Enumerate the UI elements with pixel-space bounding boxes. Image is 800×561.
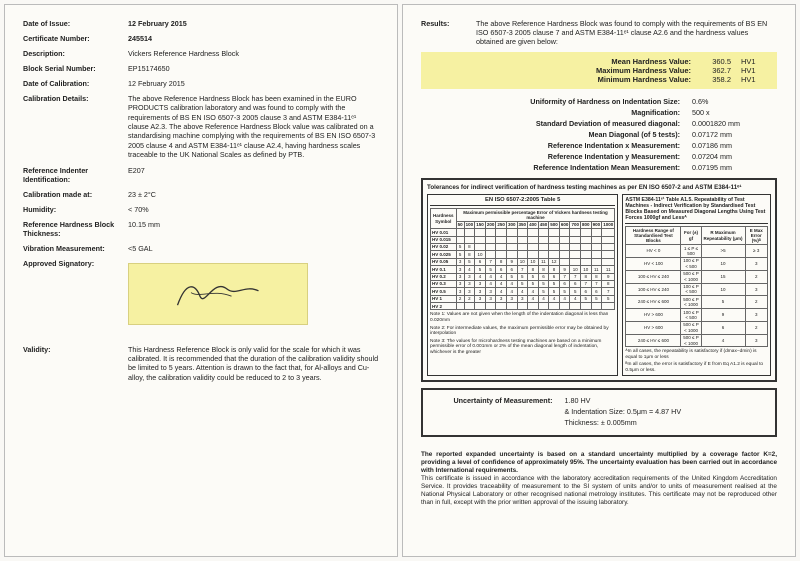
uom-label: Uncertainty of Measurement: [431,396,565,405]
humidity-label: Humidity: [23,205,128,214]
max-hv-label: Maximum Hardness Value: [429,66,691,75]
note-a: ᴬIn all cases, the repeatability is sati… [625,349,768,360]
cert-num-value: 245514 [128,34,379,43]
results-intro: The above Reference Hardness Block was f… [476,19,777,46]
indenter-value: E207 [128,166,379,175]
rm-label: Reference Indentation Mean Measurement: [421,163,692,172]
uniformity-value: 0.6% [692,97,777,106]
uniformity-label: Uniformity of Hardness on Indentation Si… [421,97,692,106]
cal-date-label: Date of Calibration: [23,79,128,88]
mean-hv-unit: HV1 [741,57,769,66]
footer-body: This certificate is issued in accordance… [421,475,777,506]
ry-value: 0.07204 mm [692,152,777,161]
footer-text: The reported expanded uncertainty is bas… [421,451,777,507]
note-3: Note 3: The values for microhardness tes… [430,339,615,356]
hardness-highlight-box: Mean Hardness Value: 360.5 HV1 Maximum Har… [421,52,777,89]
tolerance-title: Tolerances for indirect verification of … [427,184,771,191]
sd-label: Standard Deviation of measured diagonal: [421,119,692,128]
md-label: Mean Diagonal (of 5 tests): [421,130,692,139]
rx-value: 0.07186 mm [692,141,777,150]
validity-label: Validity: [23,345,128,354]
footer-bold: The reported expanded uncertainty is bas… [421,451,777,474]
thickness-value: 10.15 mm [128,220,379,229]
rx-label: Reference Indentation x Measurement: [421,141,692,150]
tolerance-box: Tolerances for indirect verification of … [421,178,777,382]
thickness-label: Reference Hardness Block Thickness: [23,220,128,238]
astm-table: Hardness Range of Standardised Test Bloc… [625,226,768,347]
indenter-label: Reference Indenter Identification: [23,166,128,184]
tolerance-right-head: ASTM E384-11ᵉ¹ Table A1.5. Repeatability… [625,197,768,224]
vib-label: Vibration Measurement: [23,244,128,253]
vib-value: <5 GAL [128,244,379,253]
date-issue-label: Date of Issue: [23,19,128,28]
tolerance-right-table: ASTM E384-11ᵉ¹ Table A1.5. Repeatability… [622,194,771,376]
min-hv-value: 358.2 [701,75,731,84]
tolerance-left-table: EN ISO 6507-2:2005 Table 5 Hardness Symb… [427,194,618,376]
uncertainty-box: Uncertainty of Measurement:1.80 HV & Ind… [421,388,777,437]
mean-hv-value: 360.5 [701,57,731,66]
certificate-page-left: Date of Issue:12 February 2015 Certifica… [4,4,398,557]
mag-value: 500 x [692,108,777,117]
certificate-page-right: Results:The above Reference Hardness Blo… [402,4,796,557]
serial-label: Block Serial Number: [23,64,128,73]
cal-at-value: 23 ± 2°C [128,190,379,199]
tolerance-left-head: EN ISO 6507-2:2005 Table 5 [430,197,615,206]
note-1: Note 1: Values are not given when the le… [430,312,615,323]
note-b: ᴮIn all cases, the error is satisfactory… [625,362,768,373]
validity-value: This Hardness Reference Block is only va… [128,345,379,382]
min-hv-label: Minimum Hardness Value: [429,75,691,84]
cal-at-label: Calibration made at: [23,190,128,199]
signature-area [128,263,308,325]
results-label: Results: [421,19,476,28]
ry-label: Reference Indentation y Measurement: [421,152,692,161]
description-value: Vickers Reference Hardness Block [128,49,379,58]
mag-label: Magnification: [421,108,692,117]
md-value: 0.07172 mm [692,130,777,139]
max-hv-value: 362.7 [701,66,731,75]
uom-indent: & Indentation Size: 0.5μm = 4.87 HV [565,407,768,416]
uom-value: 1.80 HV [565,396,768,405]
cert-num-label: Certificate Number: [23,34,128,43]
cal-details-value: The above Reference Hardness Block has b… [128,94,379,160]
description-label: Description: [23,49,128,58]
min-hv-unit: HV1 [741,75,769,84]
signature-icon [163,271,273,316]
iso-table: Hardness SymbolMaximum permissible perce… [430,208,615,310]
mean-hv-label: Mean Hardness Value: [429,57,691,66]
serial-value: EP15174650 [128,64,379,73]
cal-date-value: 12 February 2015 [128,79,379,88]
humidity-value: < 70% [128,205,379,214]
date-issue-value: 12 February 2015 [128,19,379,28]
max-hv-unit: HV1 [741,66,769,75]
note-2: Note 2: For intermediate values, the max… [430,326,615,337]
uom-thick: Thickness: ± 0.005mm [565,418,768,427]
cal-details-label: Calibration Details: [23,94,128,103]
rm-value: 0.07195 mm [692,163,777,172]
sig-label: Approved Signatory: [23,259,128,268]
sd-value: 0.0001820 mm [692,119,777,128]
